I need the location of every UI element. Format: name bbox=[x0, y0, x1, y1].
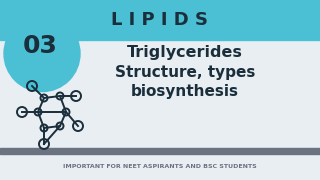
Text: L I P I D S: L I P I D S bbox=[111, 11, 209, 29]
Circle shape bbox=[4, 16, 80, 92]
Text: biosynthesis: biosynthesis bbox=[131, 84, 239, 98]
Text: 03: 03 bbox=[23, 34, 57, 58]
Text: Triglycerides: Triglycerides bbox=[127, 44, 243, 60]
Bar bbox=[0, 148, 320, 154]
Text: IMPORTANT FOR NEET ASPIRANTS AND BSC STUDENTS: IMPORTANT FOR NEET ASPIRANTS AND BSC STU… bbox=[63, 165, 257, 170]
Text: Structure, types: Structure, types bbox=[115, 64, 255, 80]
Bar bbox=[0, 0, 320, 40]
